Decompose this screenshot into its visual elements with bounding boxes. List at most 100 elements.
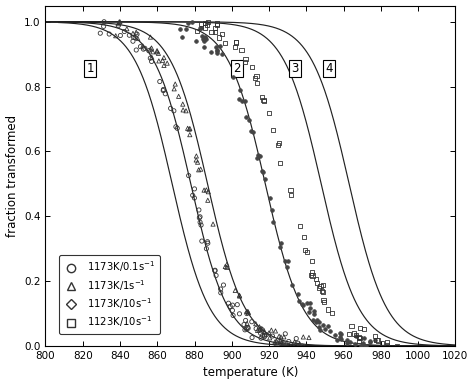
- X-axis label: temperature (K): temperature (K): [203, 367, 298, 380]
- Point: [241, 98, 248, 104]
- Point: [170, 86, 178, 92]
- Point: [139, 43, 146, 49]
- Point: [200, 44, 207, 50]
- Point: [325, 323, 332, 329]
- Point: [219, 51, 226, 57]
- Point: [282, 331, 289, 337]
- Point: [191, 186, 198, 192]
- Point: [202, 35, 210, 42]
- Point: [247, 128, 255, 134]
- Point: [252, 321, 260, 327]
- Point: [236, 96, 243, 102]
- Point: [221, 263, 229, 270]
- Legend: 1173K/0.1s$^{-1}$, 1173K/1s$^{-1}$, 1173K/10s$^{-1}$, 1123K/10s$^{-1}$: 1173K/0.1s$^{-1}$, 1173K/1s$^{-1}$, 1173…: [59, 254, 160, 334]
- Point: [131, 34, 139, 40]
- Point: [360, 326, 368, 332]
- Point: [253, 73, 260, 79]
- Point: [371, 337, 379, 343]
- Point: [116, 19, 124, 25]
- Point: [179, 107, 187, 113]
- Point: [236, 292, 243, 298]
- Point: [271, 339, 279, 345]
- Point: [155, 58, 163, 64]
- Point: [244, 308, 252, 315]
- Point: [232, 39, 239, 45]
- Point: [300, 334, 307, 340]
- Point: [202, 246, 210, 252]
- Point: [145, 48, 153, 54]
- Point: [192, 38, 200, 44]
- Point: [148, 54, 155, 60]
- Point: [201, 34, 209, 40]
- Point: [373, 337, 380, 343]
- Point: [213, 20, 220, 27]
- Point: [275, 140, 283, 146]
- Point: [261, 176, 269, 182]
- Point: [209, 221, 217, 227]
- Point: [117, 32, 124, 38]
- Point: [238, 98, 246, 104]
- Point: [345, 331, 353, 337]
- Point: [191, 195, 198, 201]
- Point: [258, 168, 266, 174]
- Point: [164, 60, 171, 66]
- Point: [328, 310, 336, 316]
- Point: [310, 308, 318, 314]
- Point: [337, 336, 345, 343]
- Point: [234, 301, 241, 308]
- Point: [207, 49, 215, 55]
- Point: [281, 258, 289, 264]
- Point: [204, 239, 211, 245]
- Point: [129, 38, 137, 44]
- Point: [225, 300, 232, 306]
- Point: [223, 264, 230, 271]
- Point: [316, 327, 324, 333]
- Point: [100, 23, 108, 29]
- Point: [153, 49, 161, 55]
- Point: [213, 47, 221, 53]
- Point: [114, 23, 122, 29]
- Point: [192, 157, 200, 163]
- Point: [186, 126, 193, 132]
- Point: [129, 30, 137, 37]
- Point: [130, 34, 137, 40]
- Point: [132, 29, 140, 35]
- Point: [196, 214, 204, 220]
- Point: [133, 31, 141, 37]
- Point: [361, 343, 369, 349]
- Point: [292, 342, 300, 348]
- Point: [291, 339, 298, 345]
- Point: [371, 333, 379, 339]
- Point: [260, 98, 268, 104]
- Point: [196, 215, 203, 221]
- Point: [383, 343, 391, 349]
- Point: [243, 320, 251, 326]
- Point: [296, 341, 303, 347]
- Point: [306, 300, 313, 306]
- Point: [287, 192, 295, 198]
- Point: [357, 343, 365, 349]
- Point: [258, 325, 265, 331]
- Point: [271, 343, 279, 349]
- Point: [134, 35, 142, 42]
- Point: [204, 240, 211, 246]
- Point: [229, 302, 237, 308]
- Point: [227, 303, 234, 310]
- Point: [305, 335, 313, 341]
- Point: [249, 64, 256, 70]
- Point: [148, 45, 155, 51]
- Point: [254, 80, 261, 86]
- Point: [236, 87, 244, 93]
- Point: [254, 152, 262, 158]
- Point: [208, 28, 215, 35]
- Point: [289, 282, 296, 288]
- Point: [351, 341, 359, 347]
- Point: [116, 19, 123, 25]
- Point: [248, 335, 256, 341]
- Point: [156, 79, 164, 85]
- Text: 2: 2: [234, 62, 241, 75]
- Point: [211, 25, 219, 32]
- Point: [301, 247, 309, 253]
- Point: [346, 338, 354, 345]
- Point: [333, 337, 341, 343]
